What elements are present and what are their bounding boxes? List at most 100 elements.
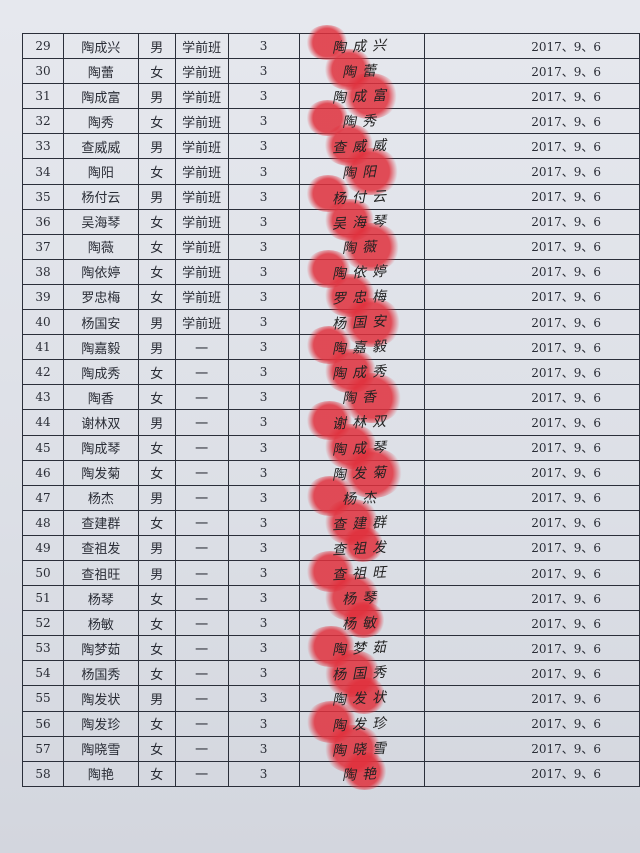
student-name-cell: 杨琴 bbox=[62, 585, 139, 612]
grade-cell: 学前班 bbox=[174, 58, 229, 85]
gender-cell: 女 bbox=[137, 735, 176, 762]
signature-cell: 陶发状 bbox=[298, 677, 426, 715]
row-number-cell: 57 bbox=[22, 735, 64, 762]
grade-cell: 一 bbox=[174, 660, 229, 687]
signature-text: 陶晓雪 bbox=[331, 740, 393, 760]
table-row: 44 谢林双男一 3 谢林双 2017、9、6 bbox=[22, 400, 640, 440]
row-number-cell: 49 bbox=[22, 534, 64, 561]
row-number-cell: 31 bbox=[22, 83, 64, 110]
student-name-cell: 陶阳 bbox=[62, 158, 139, 185]
student-name-cell: 陶薇 bbox=[62, 233, 139, 260]
signature-text: 查威威 bbox=[331, 137, 393, 157]
row-number-cell: 32 bbox=[22, 108, 64, 135]
gender-cell: 男 bbox=[137, 309, 176, 336]
date-cell: 2017、9、6 bbox=[424, 635, 640, 662]
gender-cell: 女 bbox=[137, 58, 176, 85]
signature-cell: 杨付云 bbox=[298, 175, 426, 213]
table-row: 34 陶阳女学前班 3 陶阳 2017、9、6 bbox=[22, 147, 640, 195]
student-name-cell: 陶蕾 bbox=[62, 58, 139, 85]
grade-cell: 一 bbox=[174, 409, 229, 436]
table-row: 33 查威威男学前班 3 查威威 2017、9、6 bbox=[22, 123, 640, 166]
student-name-cell: 杨付云 bbox=[62, 183, 139, 210]
signature-text: 陶依婷 bbox=[331, 263, 393, 283]
table-row: 55 陶发状男一 3 陶发状 2017、9、6 bbox=[22, 677, 640, 715]
signature-text: 查祖发 bbox=[331, 539, 393, 559]
count-cell: 3 bbox=[227, 409, 300, 436]
gender-cell: 男 bbox=[137, 559, 176, 587]
table-row: 36 吴海琴女学前班 3 吴海琴 2017、9、6 bbox=[22, 199, 640, 242]
grade-cell: 一 bbox=[174, 760, 229, 787]
row-number-cell: 39 bbox=[22, 283, 64, 311]
date-cell: 2017、9、6 bbox=[424, 32, 640, 60]
date-cell: 2017、9、6 bbox=[424, 760, 640, 787]
row-number-cell: 48 bbox=[22, 509, 64, 536]
signature-text: 陶阳 bbox=[341, 163, 383, 182]
gender-cell: 女 bbox=[137, 108, 176, 135]
row-number-cell: 36 bbox=[22, 208, 64, 235]
table-row: 38 陶依婷女学前班 3 陶依婷 2017、9、6 bbox=[22, 250, 640, 289]
signature-text: 陶发珍 bbox=[331, 715, 393, 735]
signature-text: 陶薇 bbox=[341, 238, 383, 257]
date-cell: 2017、9、6 bbox=[424, 710, 640, 737]
row-number-cell: 42 bbox=[22, 359, 64, 386]
gender-cell: 男 bbox=[137, 183, 176, 210]
signature-text: 杨琴 bbox=[341, 590, 383, 609]
student-name-cell: 杨国安 bbox=[62, 309, 139, 336]
signature-cell: 吴海琴 bbox=[298, 199, 426, 242]
student-name-cell: 陶艳 bbox=[62, 760, 139, 787]
grade-cell: 学前班 bbox=[174, 133, 229, 160]
grade-cell: 一 bbox=[174, 685, 229, 712]
signature-cell: 查威威 bbox=[298, 123, 426, 166]
student-name-cell: 陶发状 bbox=[62, 685, 139, 712]
row-number-cell: 43 bbox=[22, 384, 64, 411]
signature-text: 陶发状 bbox=[331, 689, 393, 710]
count-cell: 3 bbox=[227, 108, 300, 135]
gender-cell: 男 bbox=[137, 334, 176, 361]
signature-text: 杨国秀 bbox=[331, 664, 393, 684]
table-row: 54 杨国秀女一 3 杨国秀 2017、9、6 bbox=[22, 649, 640, 697]
table-row: 49 查祖发男一 3 查祖发 2017、9、6 bbox=[22, 527, 640, 563]
table-row: 39 罗忠梅女学前班 3 罗忠梅 2017、9、6 bbox=[22, 274, 640, 318]
row-number-cell: 54 bbox=[22, 660, 64, 687]
student-name-cell: 陶晓雪 bbox=[62, 735, 139, 762]
date-cell: 2017、9、6 bbox=[424, 309, 640, 336]
table-row: 37 陶薇女学前班 3 陶薇 2017、9、6 bbox=[22, 222, 640, 271]
date-cell: 2017、9、6 bbox=[424, 208, 640, 235]
date-cell: 2017、9、6 bbox=[424, 258, 640, 285]
count-cell: 3 bbox=[227, 183, 300, 210]
grade-cell: 学前班 bbox=[174, 158, 229, 185]
date-cell: 2017、9、6 bbox=[424, 660, 640, 687]
signature-cell: 陶成兴 bbox=[298, 25, 426, 61]
count-cell: 3 bbox=[227, 258, 300, 285]
count-cell: 3 bbox=[227, 58, 300, 85]
row-number-cell: 41 bbox=[22, 334, 64, 361]
date-cell: 2017、9、6 bbox=[424, 559, 640, 587]
student-name-cell: 陶成兴 bbox=[62, 32, 139, 60]
grade-cell: 学前班 bbox=[174, 283, 229, 311]
student-name-cell: 查祖发 bbox=[62, 534, 139, 561]
date-cell: 2017、9、6 bbox=[424, 334, 640, 361]
grade-cell: 一 bbox=[174, 434, 229, 461]
row-number-cell: 47 bbox=[22, 484, 64, 511]
row-number-cell: 44 bbox=[22, 409, 64, 436]
signature-text: 陶艳 bbox=[341, 765, 383, 784]
row-number-cell: 46 bbox=[22, 459, 64, 486]
date-cell: 2017、9、6 bbox=[424, 183, 640, 210]
count-cell: 3 bbox=[227, 334, 300, 361]
date-cell: 2017、9、6 bbox=[424, 359, 640, 386]
grade-cell: 一 bbox=[174, 710, 229, 737]
student-name-cell: 查威威 bbox=[62, 133, 139, 160]
row-number-cell: 53 bbox=[22, 635, 64, 662]
count-cell: 3 bbox=[227, 760, 300, 787]
row-number-cell: 50 bbox=[22, 559, 64, 587]
gender-cell: 女 bbox=[137, 208, 176, 235]
signature-text: 陶成兴 bbox=[331, 37, 393, 57]
signature-text: 陶蕾 bbox=[341, 63, 383, 82]
gender-cell: 女 bbox=[137, 509, 176, 536]
row-number-cell: 45 bbox=[22, 434, 64, 461]
table-row: 31 陶成富男学前班 3 陶成富 2017、9、6 bbox=[22, 72, 640, 119]
gender-cell: 女 bbox=[137, 760, 176, 787]
signature-cell: 陶蕾 bbox=[298, 48, 426, 90]
date-cell: 2017、9、6 bbox=[424, 58, 640, 85]
